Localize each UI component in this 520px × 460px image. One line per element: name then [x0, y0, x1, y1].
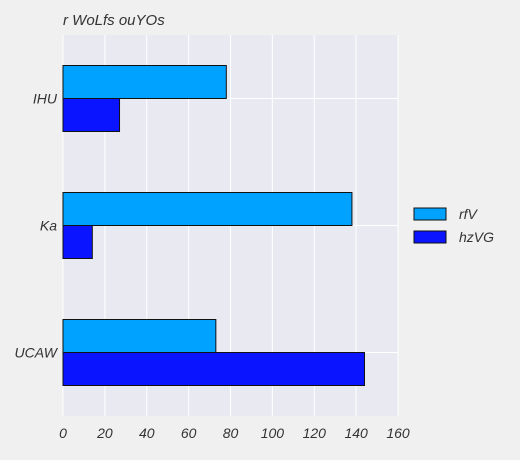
- x-tick-label: 160: [386, 425, 410, 441]
- x-tick-label: 100: [261, 425, 285, 441]
- y-tick-label: Ka: [40, 218, 57, 234]
- y-axis-ticks: IHU Ka UCAW: [14, 91, 58, 361]
- bar-rfV-UCAW: [63, 320, 216, 353]
- bar-hzVG-UCAW: [63, 353, 365, 386]
- x-tick-label: 40: [139, 425, 155, 441]
- bar-rfV-Ka: [63, 193, 352, 226]
- x-tick-label: 60: [181, 425, 197, 441]
- y-tick-label: IHU: [33, 91, 58, 107]
- x-tick-label: 0: [59, 425, 67, 441]
- legend-label-rfV: rfV: [459, 206, 479, 222]
- x-axis-ticks: 0 20 40 60 80 100 120 140 160: [59, 425, 410, 441]
- x-tick-label: 80: [223, 425, 239, 441]
- y-tick-label: UCAW: [14, 345, 58, 361]
- x-tick-label: 20: [96, 425, 113, 441]
- bar-hzVG-Ka: [63, 226, 92, 259]
- bar-hzVG-IHU: [63, 99, 120, 132]
- x-tick-label: 140: [344, 425, 368, 441]
- bar-rfV-IHU: [63, 66, 226, 99]
- chart-title: r WoLfs ouYOs: [63, 12, 165, 29]
- x-tick-label: 120: [303, 425, 327, 441]
- legend-swatch-hzVG: [414, 231, 446, 243]
- legend: rfV hzVG: [414, 206, 494, 245]
- legend-label-hzVG: hzVG: [459, 229, 494, 245]
- legend-swatch-rfV: [414, 208, 446, 220]
